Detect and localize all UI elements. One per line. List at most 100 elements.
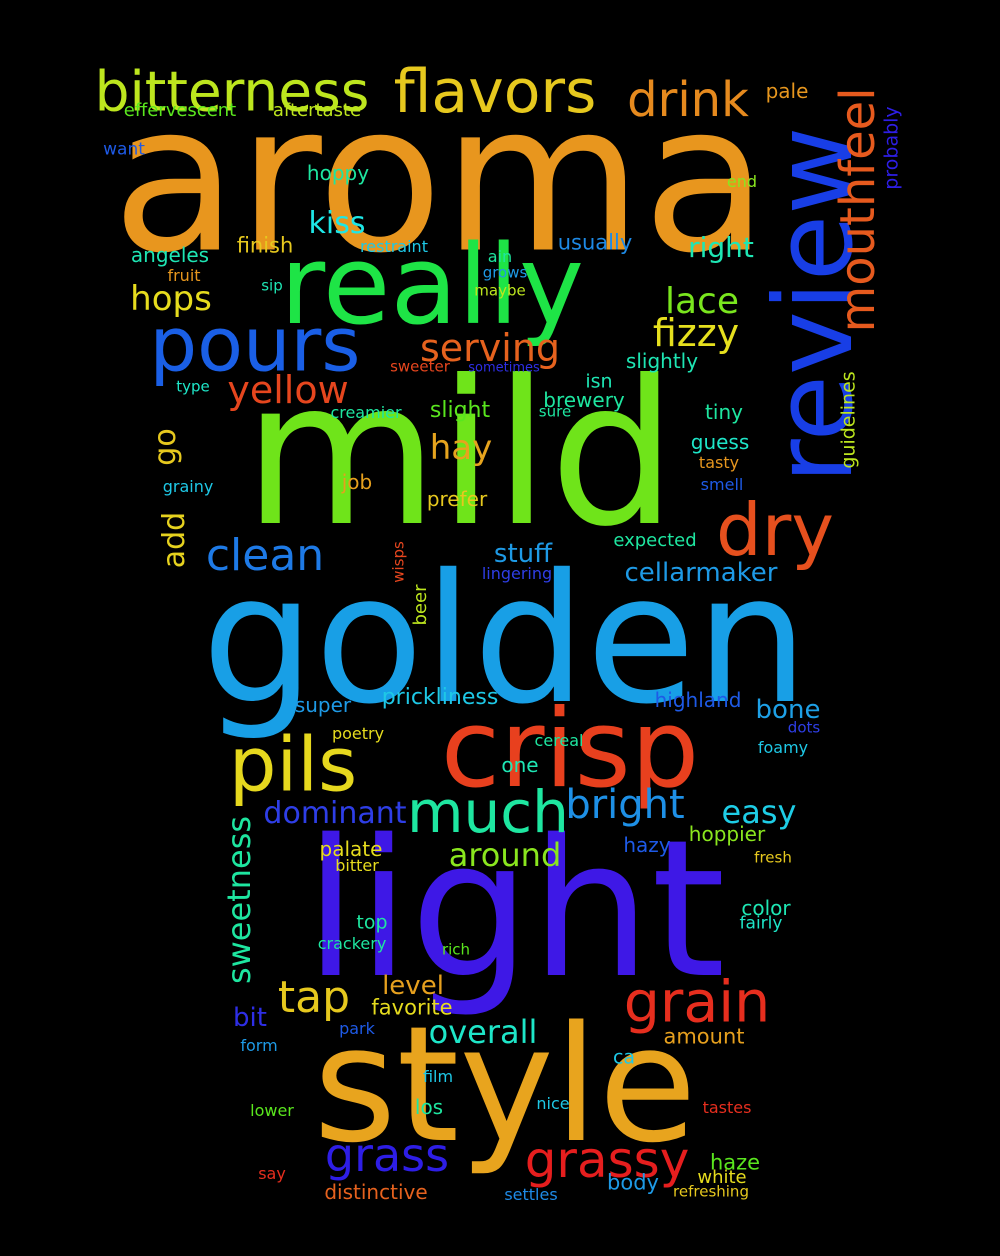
cloud-word-hops: hops [130,279,212,319]
cloud-word-rich: rich [441,940,471,959]
cloud-word-go: go [148,428,183,466]
cloud-word-add: add [157,511,192,569]
cloud-word-wisps: wisps [389,541,408,583]
cloud-word-serving: serving [419,326,561,370]
cloud-word-bitterness: bitterness [94,59,370,124]
cloud-word-nice: nice [536,1094,570,1113]
cloud-word-refreshing: refreshing [673,1182,749,1201]
cloud-word-bone: bone [755,695,821,725]
cloud-word-hay: hay [429,428,493,468]
cloud-word-lingering: lingering [481,564,553,583]
cloud-word-beer: beer [410,584,431,626]
cloud-word-pils: pils [228,720,358,809]
cloud-word-say: say [258,1164,286,1183]
cloud-word-much: much [407,778,569,846]
cloud-word-poetry: poetry [331,724,385,743]
cloud-word-light: light [304,799,726,1020]
cloud-word-expected: expected [613,530,697,551]
cloud-word-super: super [294,693,352,717]
cloud-word-sip: sip [261,276,283,295]
cloud-word-pours: pours [149,300,361,389]
cloud-word-palate: palate [319,837,383,861]
cloud-word-easy: easy [721,793,797,831]
cloud-word-want: want [103,139,145,160]
cloud-word-form: form [240,1036,278,1055]
cloud-word-fresh: fresh [754,848,792,867]
cloud-word-right: right [688,231,754,264]
cloud-word-hoppy: hoppy [306,161,370,185]
cloud-word-slightly: slightly [625,349,699,373]
cloud-word-settles: settles [504,1185,558,1204]
cloud-word-really: really [279,221,585,349]
cloud-word-brewery: brewery [543,388,625,412]
cloud-word-golden: golden [201,536,809,743]
cloud-word-smell: smell [700,475,744,494]
cloud-word-drink: drink [627,72,749,128]
cloud-word-aftertaste: aftertaste [272,100,362,121]
cloud-word-sweeter: sweeter [390,357,450,376]
cloud-word-level: level [382,971,444,1001]
cloud-word-cellarmaker: cellarmaker [624,558,778,588]
cloud-word-slight: slight [429,398,491,423]
cloud-word-cereal: cereal [534,731,584,750]
cloud-word-amount: amount [663,1024,745,1049]
cloud-word-favorite: favorite [371,995,453,1020]
cloud-word-sometimes: sometimes [468,360,540,376]
cloud-word-top: top [356,911,388,934]
cloud-word-dominant: dominant [263,796,407,831]
cloud-word-pale: pale [765,79,809,103]
cloud-word-fairly: fairly [739,913,783,934]
cloud-word-restraint: restraint [360,237,428,256]
cloud-word-body: body [607,1170,659,1195]
cloud-word-flavors: flavors [393,57,597,127]
cloud-word-end: end [726,172,758,191]
cloud-word-finish: finish [236,233,294,258]
cloud-word-sweetness: sweetness [220,815,258,985]
cloud-word-lower: lower [250,1101,294,1120]
cloud-word-effervescent: effervescent [123,100,237,121]
cloud-word-bright: bright [565,782,685,828]
cloud-word-distinctive: distinctive [324,1180,428,1204]
cloud-word-grain: grain [623,969,771,1036]
cloud-word-kiss: kiss [308,206,366,241]
cloud-word-probably: probably [880,106,903,190]
cloud-word-ca: ca [612,1046,636,1069]
cloud-word-overall: overall [428,1013,538,1051]
cloud-word-film: film [422,1067,454,1086]
cloud-word-prickliness: prickliness [381,685,499,710]
cloud-word-crackery: crackery [317,934,387,953]
cloud-word-dots: dots [787,718,821,737]
cloud-word-dry: dry [716,488,834,572]
cloud-word-crisp: crisp [440,687,700,812]
cloud-word-tap: tap [277,972,351,1023]
cloud-word-hoppier: hoppier [688,822,766,846]
cloud-word-angeles: angeles [130,243,210,267]
cloud-word-color: color [741,896,791,920]
cloud-word-prefer: prefer [426,487,488,511]
cloud-word-grassy: grassy [524,1131,690,1189]
cloud-word-clean: clean [205,530,325,581]
cloud-word-style: style [313,991,697,1178]
cloud-word-bitter: bitter [335,856,379,875]
cloud-word-grows: grows [482,263,528,282]
cloud-word-lace: lace [664,281,740,322]
cloud-word-haze: haze [709,1150,761,1175]
cloud-word-maybe: maybe [474,281,526,300]
cloud-word-guidelines: guidelines [837,371,860,469]
cloud-word-grainy: grainy [162,477,214,496]
cloud-word-ain: ain [487,247,513,266]
cloud-word-yellow: yellow [227,368,349,412]
cloud-word-highland: highland [654,688,742,712]
cloud-word-tiny: tiny [705,400,743,424]
cloud-word-foamy: foamy [757,738,809,757]
cloud-word-sure: sure [538,402,572,421]
cloud-word-one: one [501,753,539,777]
cloud-word-isn: isn [585,370,613,393]
cloud-word-usually: usually [557,230,633,255]
cloud-word-hazy: hazy [623,833,671,857]
cloud-word-los: los [414,1095,444,1119]
cloud-word-guess: guess [690,430,750,454]
cloud-word-mouthfeel: mouthfeel [830,87,886,333]
cloud-word-park: park [339,1019,375,1038]
